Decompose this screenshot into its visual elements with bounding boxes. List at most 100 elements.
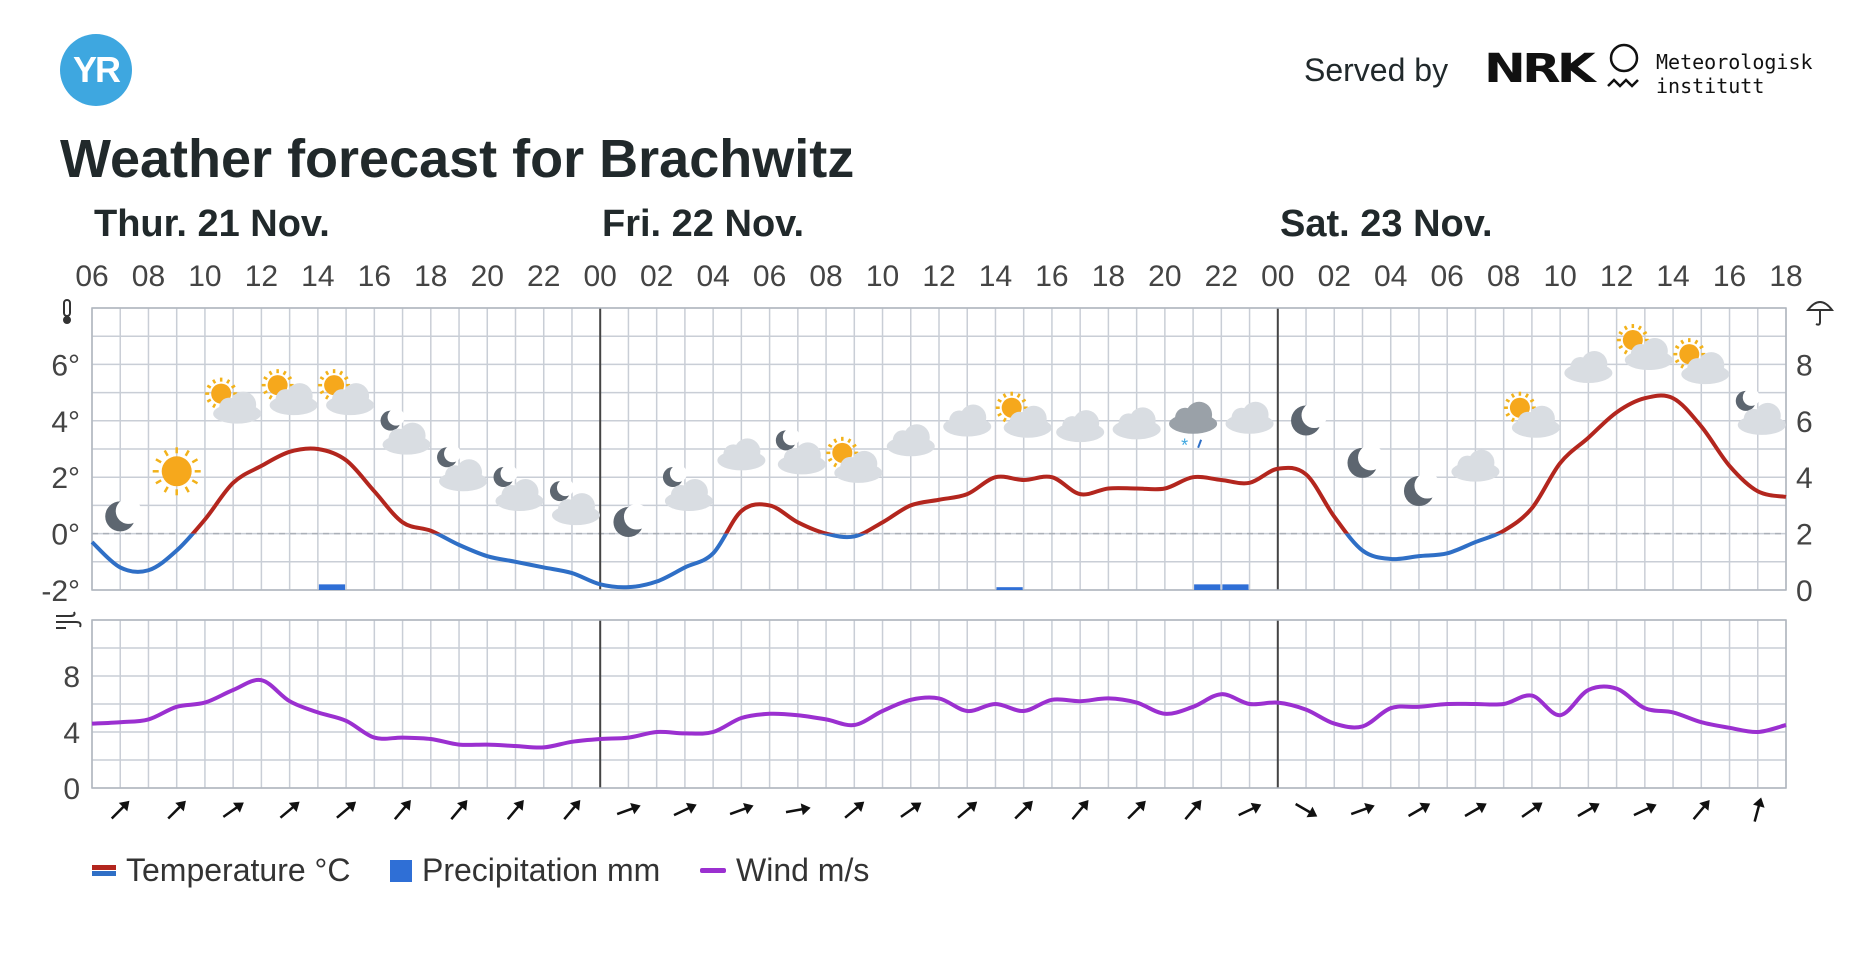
partly-cloudy-night-icon [1735, 388, 1786, 435]
hour-tick-label: 08 [132, 260, 165, 293]
partly-cloudy-day-icon [318, 369, 375, 416]
wind-direction-arrow [1753, 797, 1765, 822]
hour-tick-label: 18 [1769, 260, 1802, 293]
hour-tick-label: 16 [358, 260, 391, 293]
wind-direction-arrow [1014, 800, 1033, 820]
wind-direction-arrow [1350, 802, 1375, 816]
panel-border [91, 619, 1787, 789]
wind-direction-arrow [1407, 802, 1431, 818]
wind-direction-arrow [1521, 802, 1543, 818]
met-line-1: Meteorologisk [1656, 50, 1813, 74]
wind-tick-label: 4 [63, 717, 80, 750]
partly-cloudy-night-icon [380, 408, 431, 455]
legend-temperature-label: Temperature °C [126, 852, 351, 888]
met-line-2: institutt [1656, 74, 1765, 98]
nrk-logo[interactable]: NRK [1484, 46, 1596, 92]
partly-cloudy-night-icon [493, 465, 544, 512]
legend-wind: Wind m/s [700, 852, 869, 889]
met-institute-logo-text[interactable]: Meteorologisk institutt [1656, 50, 1813, 98]
moon-icon [1347, 444, 1384, 478]
day-label: Fri. 22 Nov. [602, 203, 804, 245]
cloud-icon [943, 404, 992, 437]
cloud-icon [1451, 449, 1500, 482]
legend-precipitation-swatch [390, 859, 412, 882]
wind-direction-arrow [900, 802, 922, 818]
wind-direction-arrow [1464, 802, 1487, 818]
temp-tick-label: 6° [51, 349, 80, 382]
hour-tick-label: 06 [1431, 260, 1464, 293]
temp-tick-label: 2° [51, 462, 80, 495]
hour-tick-label: 08 [1487, 260, 1520, 293]
partly-cloudy-night-icon [775, 428, 826, 475]
legend-precipitation-label: Precipitation mm [422, 852, 661, 888]
hour-tick-label: 08 [809, 260, 842, 293]
hour-tick-label: 12 [1600, 260, 1633, 293]
partly-cloudy-day-icon [1503, 391, 1560, 438]
wind-direction-arrow [222, 802, 244, 818]
moon-icon [613, 504, 650, 538]
hour-tick-label: 00 [1261, 260, 1294, 293]
partly-cloudy-day-icon [1616, 324, 1673, 371]
hour-tick-label: 10 [866, 260, 899, 293]
hour-tick-label: 10 [1543, 260, 1576, 293]
partly-cloudy-day-icon [826, 436, 883, 483]
wind-direction-arrow [1071, 800, 1089, 820]
wind-direction-arrow [1633, 802, 1657, 817]
cloud-icon [1225, 401, 1274, 434]
wind-direction-arrow [336, 801, 357, 819]
legend-wind-swatch [700, 867, 726, 873]
hour-tick-label: 06 [75, 260, 108, 293]
day-label: Thur. 21 Nov. [94, 203, 330, 245]
cloud-icon [1564, 350, 1613, 383]
cloud-icon [1056, 410, 1105, 443]
hour-tick-label: 14 [1656, 260, 1689, 293]
wind-direction-arrow [506, 800, 524, 820]
temp-tick-label: 0° [51, 519, 80, 552]
hour-tick-label: 20 [471, 260, 504, 293]
precip-tick-label: 0 [1796, 575, 1813, 608]
partly-cloudy-night-icon [549, 479, 600, 526]
met-institute-logo-icon[interactable] [1604, 42, 1644, 94]
wind-direction-arrow [957, 801, 978, 819]
hour-tick-label: 10 [188, 260, 221, 293]
partly-cloudy-day-icon [995, 391, 1052, 438]
precipitation-bar [996, 587, 1023, 590]
hour-tick-label: 14 [301, 260, 334, 293]
panel-border [91, 307, 1787, 591]
moon-icon [1291, 402, 1328, 436]
hour-tick-label: 02 [1318, 260, 1351, 293]
partly-cloudy-day-icon [1673, 338, 1730, 385]
sun-icon [152, 447, 201, 496]
temp-tick-label: -2° [41, 575, 80, 608]
temperature-line-warm [190, 393, 1787, 534]
precip-tick-label: 8 [1796, 349, 1813, 382]
hour-tick-label: 02 [640, 260, 673, 293]
temp-tick-label: 4° [51, 406, 80, 439]
wind-direction-arrow [729, 802, 754, 816]
partly-cloudy-night-icon [662, 465, 713, 512]
moon-icon [1403, 473, 1440, 507]
hour-tick-label: 22 [527, 260, 560, 293]
precip-tick-label: 2 [1796, 519, 1813, 552]
partly-cloudy-day-icon [205, 377, 262, 424]
wind-direction-arrow [1184, 800, 1202, 820]
hour-tick-label: 14 [979, 260, 1012, 293]
wind-direction-arrow [110, 800, 130, 820]
wind-tick-label: 8 [63, 661, 80, 694]
hour-tick-label: 20 [1148, 260, 1181, 293]
yr-logo[interactable]: YR [60, 34, 132, 106]
hour-tick-label: 04 [696, 260, 729, 293]
partly-cloudy-day-icon [261, 369, 318, 416]
hour-tick-label: 06 [753, 260, 786, 293]
wind-direction-arrow [785, 803, 811, 816]
hour-tick-label: 22 [1205, 260, 1238, 293]
grid [91, 307, 1787, 789]
wind-direction-arrow [1127, 800, 1146, 820]
wind-direction-arrow [673, 802, 697, 817]
wind-direction-arrow [1295, 802, 1318, 818]
wind-icon [56, 611, 82, 629]
wind-direction-arrow [167, 800, 186, 820]
wind-line [91, 677, 1787, 750]
wind-direction-arrow [563, 800, 581, 820]
